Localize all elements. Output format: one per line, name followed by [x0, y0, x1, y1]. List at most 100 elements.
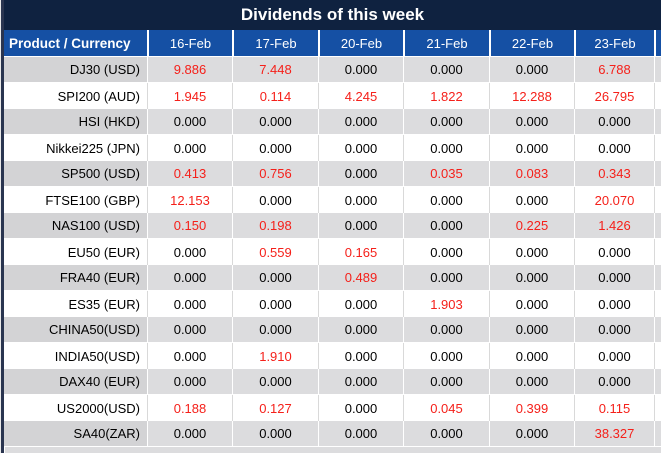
- bottom-edge-value-cols: [4, 447, 661, 453]
- value-cell: 0.000: [574, 109, 654, 135]
- value-cell: 0.000: [489, 239, 574, 265]
- value-cell: 0.000: [318, 135, 403, 161]
- value-cell: 0.000: [232, 109, 318, 135]
- value-cell: 0.000: [489, 187, 574, 213]
- value-cell: 7.448: [232, 57, 318, 83]
- value-cell: 0.198: [232, 213, 318, 239]
- value-cell: 0.000: [147, 135, 232, 161]
- value-cell: 1.426: [574, 213, 654, 239]
- value-cell: 0.000: [147, 239, 232, 265]
- value-cell: 38.327: [574, 421, 654, 447]
- value-cell: 0.000: [489, 369, 574, 395]
- value-cell: 0.000: [147, 109, 232, 135]
- table-body: DJ30 (USD) 9.886 7.448 0.000 0.000 0.000 6.788…: [4, 57, 661, 447]
- date-header: 17-Feb: [232, 30, 318, 56]
- table-row: SA40(ZAR) 0.000 0.000 0.000 0.000 0.000 38.327: [4, 421, 661, 447]
- value-cell: 0.000: [318, 421, 403, 447]
- product-cell: HSI (HKD): [4, 109, 147, 135]
- value-cell: 12.153: [147, 187, 232, 213]
- table-row: HSI (HKD) 0.000 0.000 0.000 0.000 0.000 0.000: [4, 109, 661, 135]
- product-cell: DJ30 (USD): [4, 57, 147, 83]
- header-spill-cell: [654, 30, 661, 56]
- table-title: Dividends of this week: [4, 0, 661, 30]
- date-header: 21-Feb: [403, 30, 489, 56]
- value-cell: 0.000: [318, 369, 403, 395]
- table-row: SP500 (USD) 0.413 0.756 0.000 0.035 0.083 0.34…: [4, 161, 661, 187]
- row-spill-cell: [654, 317, 661, 343]
- value-cell: 0.083: [489, 161, 574, 187]
- value-cell: 1.822: [403, 83, 489, 109]
- row-spill-cell: [654, 265, 661, 291]
- value-cell: 0.000: [574, 369, 654, 395]
- value-cell: 0.000: [574, 135, 654, 161]
- value-cell: 0.000: [489, 343, 574, 369]
- value-cell: 0.000: [403, 317, 489, 343]
- value-cell: 6.788: [574, 57, 654, 83]
- date-header: 23-Feb: [574, 30, 654, 56]
- row-spill-cell: [654, 83, 661, 109]
- value-cell: 0.000: [403, 265, 489, 291]
- value-cell: 9.886: [147, 57, 232, 83]
- value-cell: 0.150: [147, 213, 232, 239]
- value-cell: 0.000: [489, 291, 574, 317]
- product-cell: SPI200 (AUD): [4, 83, 147, 109]
- date-header: 22-Feb: [489, 30, 574, 56]
- value-cell: 0.000: [318, 57, 403, 83]
- row-spill-cell: [654, 343, 661, 369]
- table-row: NAS100 (USD) 0.150 0.198 0.000 0.000 0.225 1.4…: [4, 213, 661, 239]
- value-cell: 0.225: [489, 213, 574, 239]
- value-cell: 0.413: [147, 161, 232, 187]
- value-cell: 1.903: [403, 291, 489, 317]
- value-cell: 0.000: [489, 265, 574, 291]
- row-spill-cell: [654, 421, 661, 447]
- value-cell: 0.000: [147, 291, 232, 317]
- value-cell: 0.559: [232, 239, 318, 265]
- table-row: US2000(USD) 0.188 0.127 0.000 0.045 0.399 0.11…: [4, 395, 661, 421]
- row-spill-cell: [654, 135, 661, 161]
- value-cell: 26.795: [574, 83, 654, 109]
- value-cell: 0.000: [147, 265, 232, 291]
- table-row: FRA40 (EUR) 0.000 0.000 0.489 0.000 0.000 0.00…: [4, 265, 661, 291]
- product-cell: ES35 (EUR): [4, 291, 147, 317]
- table-row: DAX40 (EUR) 0.000 0.000 0.000 0.000 0.000 0.00…: [4, 369, 661, 395]
- value-cell: 0.000: [318, 213, 403, 239]
- value-cell: 0.000: [574, 343, 654, 369]
- product-cell: US2000(USD): [4, 395, 147, 421]
- row-spill-cell: [654, 369, 661, 395]
- date-header: 20-Feb: [318, 30, 403, 56]
- value-cell: 0.000: [232, 135, 318, 161]
- value-cell: 0.000: [318, 109, 403, 135]
- value-cell: 0.000: [147, 317, 232, 343]
- value-cell: 0.035: [403, 161, 489, 187]
- value-cell: 0.000: [147, 343, 232, 369]
- value-cell: 0.000: [403, 239, 489, 265]
- product-cell: SP500 (USD): [4, 161, 147, 187]
- header-row: Product / Currency 16-Feb 17-Feb 20-Feb 21-F…: [4, 30, 661, 57]
- value-cell: 0.489: [318, 265, 403, 291]
- product-cell: EU50 (EUR): [4, 239, 147, 265]
- value-cell: 0.000: [574, 317, 654, 343]
- bottom-edge: [4, 447, 661, 453]
- value-cell: 20.070: [574, 187, 654, 213]
- value-cell: 0.127: [232, 395, 318, 421]
- value-cell: 0.000: [489, 57, 574, 83]
- value-cell: 0.000: [403, 135, 489, 161]
- value-cell: 0.000: [232, 187, 318, 213]
- value-cell: 0.045: [403, 395, 489, 421]
- value-cell: 0.000: [574, 265, 654, 291]
- value-cell: 0.000: [489, 421, 574, 447]
- value-cell: 0.000: [232, 317, 318, 343]
- row-spill-cell: [654, 109, 661, 135]
- value-cell: 0.114: [232, 83, 318, 109]
- value-cell: 0.000: [403, 369, 489, 395]
- value-cell: 0.756: [232, 161, 318, 187]
- value-cell: 0.165: [318, 239, 403, 265]
- row-spill-cell: [654, 187, 661, 213]
- row-spill-cell: [654, 395, 661, 421]
- table-row: FTSE100 (GBP) 12.153 0.000 0.000 0.000 0.000 2…: [4, 187, 661, 213]
- value-cell: 1.945: [147, 83, 232, 109]
- value-cell: 0.000: [147, 369, 232, 395]
- value-cell: 0.000: [574, 239, 654, 265]
